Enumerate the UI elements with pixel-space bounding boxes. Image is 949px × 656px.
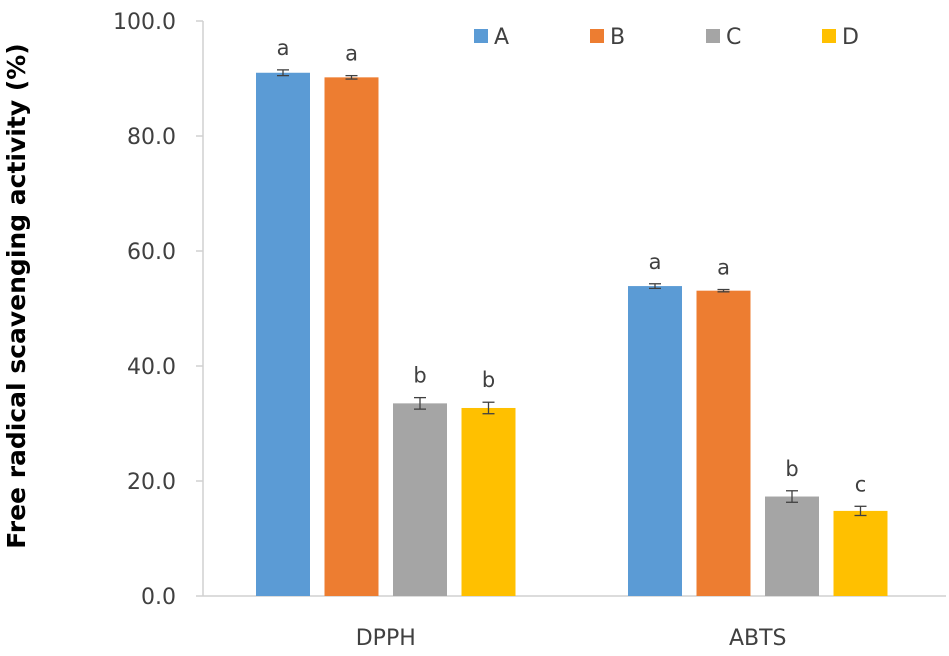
y-tick-label: 40.0	[127, 355, 176, 380]
significance-letter: a	[345, 42, 358, 66]
bar-A-DPPH	[256, 72, 310, 596]
legend-label-A: A	[494, 25, 509, 50]
category-label-dpph: DPPH	[356, 626, 416, 651]
significance-letter: a	[649, 250, 662, 274]
bar-B-ABTS	[696, 290, 751, 596]
significance-letter: b	[785, 457, 798, 481]
category-label-abts: ABTS	[729, 626, 787, 651]
legend-label-B: B	[610, 25, 625, 50]
significance-letter: c	[855, 472, 867, 496]
legend: A B C D	[474, 25, 859, 50]
bar-D-ABTS	[833, 510, 888, 596]
significance-letter: b	[413, 364, 426, 388]
bar-series-group: a a b b a a b c	[256, 36, 888, 597]
significance-letter: a	[277, 36, 290, 60]
legend-swatch-C	[706, 29, 720, 43]
y-axis-ticks: 0.0 20.0 40.0 60.0 80.0 100.0	[113, 10, 203, 610]
legend-swatch-A	[474, 29, 488, 43]
y-axis-title: Free radical scavenging activity (%)	[2, 43, 31, 548]
bar-C-ABTS	[765, 496, 819, 596]
bar-C-DPPH	[393, 403, 447, 596]
legend-swatch-B	[590, 29, 604, 43]
legend-label-D: D	[842, 25, 859, 50]
significance-letter: b	[482, 368, 495, 392]
legend-label-C: C	[726, 25, 741, 50]
bar-B-DPPH	[324, 77, 379, 597]
y-tick-label: 100.0	[113, 10, 176, 35]
legend-swatch-D	[822, 29, 836, 43]
bar-A-ABTS	[628, 286, 682, 596]
y-tick-label: 0.0	[141, 585, 176, 610]
x-axis-category-labels: DPPH ABTS	[356, 626, 787, 651]
y-tick-label: 20.0	[127, 470, 176, 495]
y-tick-label: 80.0	[127, 125, 176, 150]
y-tick-label: 60.0	[127, 240, 176, 265]
significance-letter: a	[717, 256, 730, 280]
bar-D-DPPH	[461, 407, 516, 596]
